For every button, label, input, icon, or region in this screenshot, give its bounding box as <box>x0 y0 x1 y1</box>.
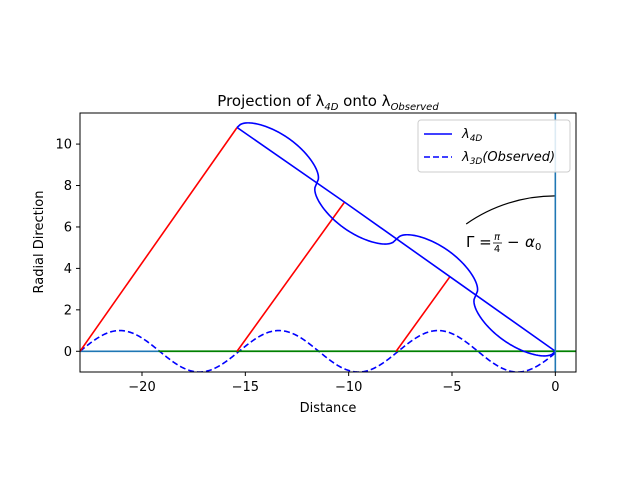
lambda-4d-series <box>236 122 556 357</box>
y-tick-label: 8 <box>64 179 72 194</box>
y-tick-label: 10 <box>55 138 72 153</box>
x-axis-ticks: −20 −15 −10 −5 0 <box>128 372 559 395</box>
x-tick-label: 0 <box>551 380 559 395</box>
x-tick-label: −20 <box>128 380 155 395</box>
y-axis-label: Radial Direction <box>32 190 47 293</box>
x-axis-label: Distance <box>300 401 357 416</box>
red-line-3 <box>395 276 451 352</box>
y-tick-label: 6 <box>64 220 72 235</box>
y-tick-label: 4 <box>64 262 72 277</box>
legend-box <box>417 119 571 173</box>
legend-label-lambda-4d: λ4D <box>461 127 482 144</box>
y-tick-label: 2 <box>64 303 72 318</box>
annotation-gamma: Γ = <box>466 233 492 251</box>
chart-title: Projection of λ4D onto λObserved <box>217 92 439 113</box>
red-line-1 <box>80 127 238 352</box>
plot-frame <box>79 112 577 373</box>
gamma-annotation: Γ = π 4 − α 0 <box>466 232 541 255</box>
angle-arc <box>465 195 556 225</box>
red-line-2 <box>236 201 346 352</box>
annotation-alpha: α <box>525 233 535 251</box>
x-tick-label: −15 <box>232 380 259 395</box>
annotation-alpha-sub: 0 <box>535 242 541 253</box>
y-axis-ticks: 0 2 4 6 8 10 <box>55 138 80 360</box>
annotation-four: 4 <box>494 244 500 255</box>
x-tick-label: −10 <box>335 380 362 395</box>
legend-label-lambda-3d: λ3D(Observed) <box>461 150 555 167</box>
y-tick-label: 0 <box>64 345 72 360</box>
x-tick-label: −5 <box>442 380 461 395</box>
annotation-pi: π <box>494 232 501 243</box>
legend: λ4D λ3D(Observed) <box>417 119 571 173</box>
annotation-minus: − <box>507 233 520 251</box>
